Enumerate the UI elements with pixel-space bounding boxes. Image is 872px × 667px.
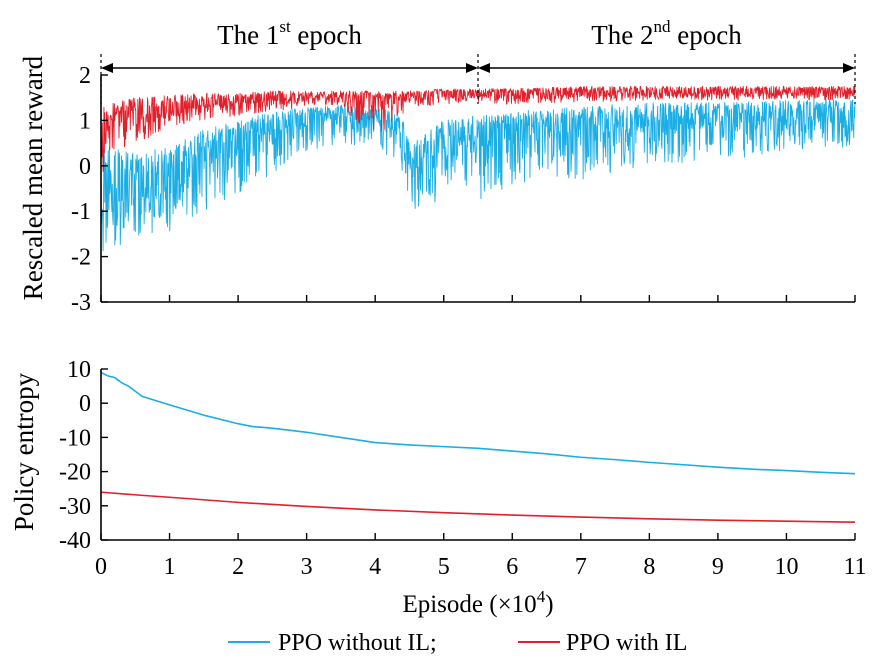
epoch-arrow-head-right xyxy=(466,63,478,73)
reward-axes: -3 -2 -1 0 1 2 xyxy=(71,63,856,316)
entropy-series-group xyxy=(100,371,856,524)
y-tick-label: -30 xyxy=(59,494,91,520)
reward-y-axis-label: Rescaled mean reward xyxy=(18,55,48,300)
y-tick-label: -3 xyxy=(71,290,91,316)
y-tick-label: 2 xyxy=(79,63,91,89)
legend-label-ppo-without-il: PPO without IL; xyxy=(278,630,437,656)
x-tick-label: 10 xyxy=(774,554,798,580)
x-tick-label: 0 xyxy=(95,554,107,580)
y-tick-label: -10 xyxy=(59,425,91,451)
y-tick-label: 0 xyxy=(79,154,91,180)
x-axis-label-suffix: ) xyxy=(545,591,553,618)
x-tick-label: 9 xyxy=(712,554,724,580)
x-tick-label: 7 xyxy=(575,554,587,580)
x-axis-label-prefix: Episode (×10 xyxy=(402,591,536,618)
y-tick-label: 1 xyxy=(79,108,91,134)
epoch-annotations: The 1st epoch The 2nd epoch xyxy=(100,17,856,104)
x-tick-label: 4 xyxy=(369,554,381,580)
entropy-axes: -40 -30 -20 -10 0 10 0 1 2 3 4 5 6 7 8 9 10 11 xyxy=(59,357,867,580)
x-tick-label: 2 xyxy=(232,554,244,580)
x-tick-label: 1 xyxy=(164,554,176,580)
epoch-arrow-head-left xyxy=(101,63,113,73)
epoch-arrow-head-right xyxy=(843,63,855,73)
x-tick-label: 6 xyxy=(506,554,518,580)
entropy-line-ppo-without-il xyxy=(100,371,856,475)
x-tick-label: 3 xyxy=(301,554,313,580)
entropy-line-ppo-with-il xyxy=(100,491,856,524)
x-tick-label: 8 xyxy=(643,554,655,580)
epoch-label-2: The 2nd epoch xyxy=(591,17,742,50)
episode-x-axis-label: Episode (×104) xyxy=(402,587,553,618)
reward-series-group xyxy=(100,85,856,252)
reward-panel: The 1st epoch The 2nd epoch -3 -2 -1 0 1 2 Res… xyxy=(18,17,856,316)
y-tick-label: -40 xyxy=(59,528,91,554)
y-tick-label: -2 xyxy=(71,245,91,271)
x-tick-label: 5 xyxy=(438,554,450,580)
reward-line-ppo-without-il xyxy=(100,98,856,252)
y-tick-label: -20 xyxy=(59,460,91,486)
y-tick-label: 0 xyxy=(79,391,91,417)
entropy-panel: -40 -30 -20 -10 0 10 0 1 2 3 4 5 6 7 8 9 10 11 Policy ent… xyxy=(9,357,867,618)
x-tick-label: 11 xyxy=(843,554,866,580)
epoch-label-1: The 1st epoch xyxy=(217,17,362,50)
y-tick-label: 10 xyxy=(67,357,91,383)
entropy-y-axis-label: Policy entropy xyxy=(9,372,39,531)
legend-label-ppo-with-il: PPO with IL xyxy=(566,630,687,656)
x-axis-label-superscript: 4 xyxy=(537,587,546,606)
y-tick-label: -1 xyxy=(71,199,91,225)
legend: PPO without IL; PPO with IL xyxy=(228,630,687,656)
epoch-arrow-head-left xyxy=(478,63,490,73)
